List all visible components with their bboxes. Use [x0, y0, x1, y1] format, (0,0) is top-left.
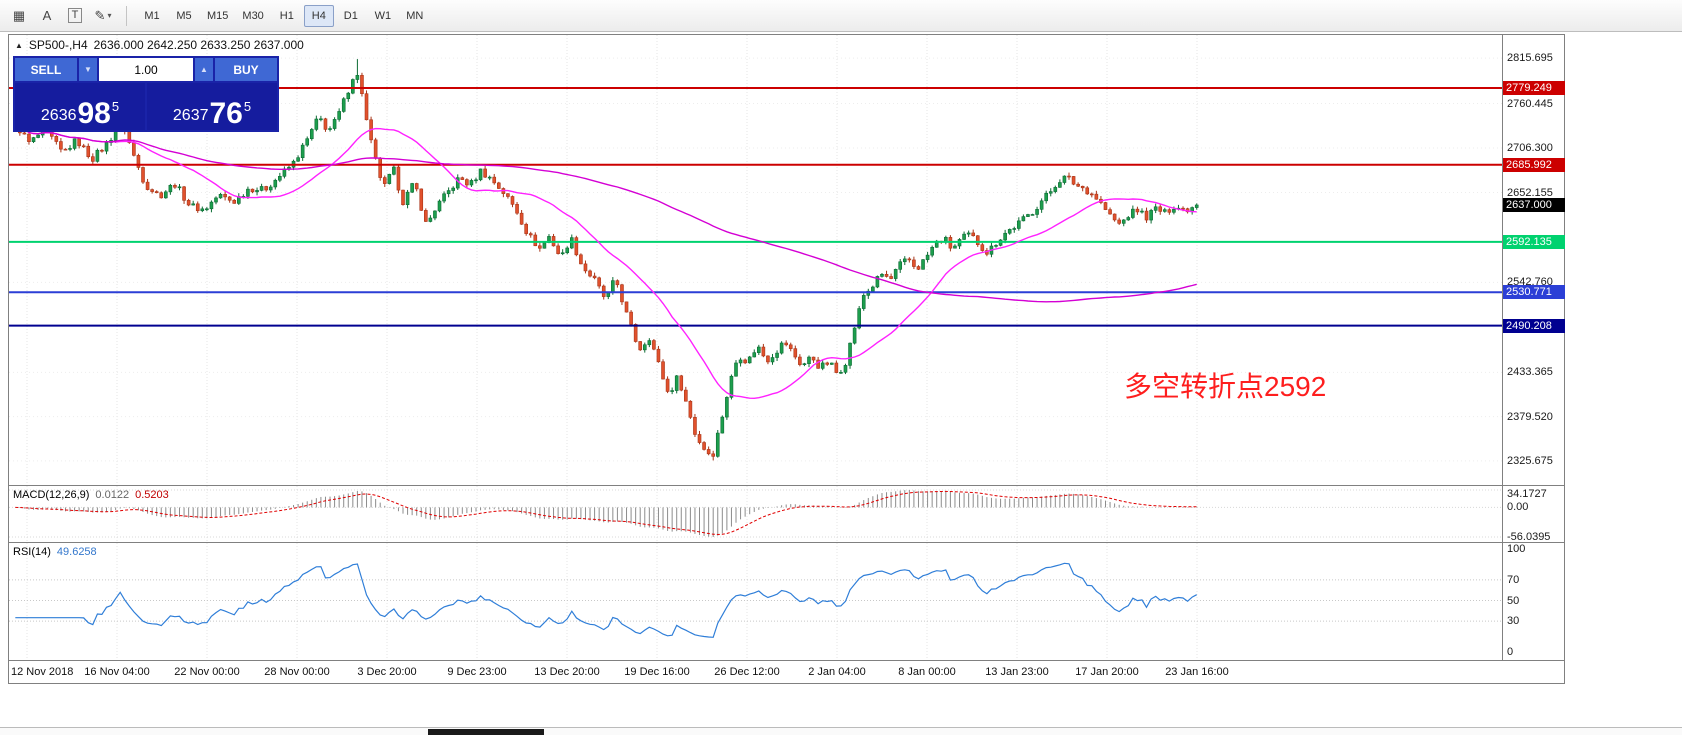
time-label: 9 Dec 23:00 [447, 666, 507, 678]
scrollbar-thumb[interactable] [428, 729, 544, 735]
time-label: 26 Dec 12:00 [714, 666, 780, 678]
sell-price-pips: 98 [77, 97, 111, 130]
price-tick: 2379.520 [1507, 411, 1553, 423]
time-label: 8 Jan 00:00 [898, 666, 956, 678]
one-click-trade-panel: SELL ▼ 1.00 ▲ BUY 2636 98 5 2637 76 5 [13, 56, 279, 132]
rsi-chart[interactable] [9, 543, 1502, 660]
rsi-pane[interactable]: RSI(14) 49.6258 [9, 543, 1502, 660]
time-label: 13 Dec 20:00 [534, 666, 600, 678]
text-label-icon[interactable]: A [42, 8, 52, 23]
rsi-name: RSI(14) [13, 546, 51, 558]
chart-window: ▲ SP500-,H4 2636.000 2642.250 2633.250 2… [8, 34, 1565, 684]
macd-value-signal: 0.5203 [135, 489, 169, 501]
time-label: 19 Dec 16:00 [624, 666, 690, 678]
symbol-period-label: SP500-,H4 [28, 38, 88, 52]
chart-annotation: 多空转折点2592 [1124, 371, 1327, 402]
chart-tools-group: ▦ A T ✎ ▾ [6, 4, 116, 28]
time-label: 17 Jan 20:00 [1075, 666, 1139, 678]
time-label: 16 Nov 04:00 [84, 666, 150, 678]
support-upper-tag: 2530.771 [1503, 285, 1565, 299]
macd-pane[interactable]: MACD(12,26,9) 0.0122 0.5203 [9, 486, 1502, 542]
candlestick-chart[interactable] [9, 35, 1502, 485]
macd-chart[interactable] [9, 486, 1502, 542]
toolbar: ▦ A T ✎ ▾ M1 M5 M15 M30 H1 H4 D1 W1 MN [0, 0, 1682, 32]
time-label: 13 Jan 23:00 [985, 666, 1049, 678]
rsi-axis-50: 50 [1507, 595, 1520, 607]
sell-price-display[interactable]: 2636 98 5 [15, 83, 145, 130]
price-tick: 2433.365 [1507, 366, 1553, 378]
time-axis: 12 Nov 2018 16 Nov 04:00 22 Nov 00:00 28 No… [9, 661, 1564, 683]
price-tick: 2815.695 [1507, 52, 1553, 64]
time-label: 3 Dec 20:00 [357, 666, 417, 678]
price-tick: 2706.300 [1507, 142, 1553, 154]
price-tick: 2652.155 [1507, 187, 1553, 199]
buy-price-pips: 76 [209, 97, 243, 130]
sell-price-prefix: 2636 [40, 107, 77, 124]
timeframe-d1-button[interactable]: D1 [343, 9, 358, 22]
timeframe-m5-button[interactable]: M5 [176, 9, 192, 22]
ohlc-values: 2636.000 2642.250 2633.250 2637.000 [93, 38, 304, 52]
chart-title: ▲ SP500-,H4 2636.000 2642.250 2633.250 2… [15, 38, 304, 52]
price-pane[interactable]: ▲ SP500-,H4 2636.000 2642.250 2633.250 2… [9, 35, 1502, 485]
time-label: 23 Jan 16:00 [1165, 666, 1229, 678]
time-label: 22 Nov 00:00 [174, 666, 240, 678]
rsi-value: 49.6258 [56, 546, 97, 558]
macd-axis-min: -56.0395 [1507, 531, 1551, 543]
price-tick: 2325.675 [1507, 455, 1553, 467]
rsi-axis-70: 70 [1507, 574, 1520, 586]
chevron-down-icon: ▼ [84, 65, 92, 74]
timeframe-m1-button[interactable]: M1 [144, 9, 160, 22]
macd-axis-max: 34.1727 [1507, 488, 1547, 500]
sell-button[interactable]: SELL [15, 58, 77, 81]
macd-name: MACD(12,26,9) [13, 489, 90, 501]
sell-price-point: 5 [111, 99, 120, 114]
rsi-axis-100: 100 [1507, 543, 1526, 555]
time-label: 12 Nov 2018 [11, 666, 74, 678]
timeframe-mn-button[interactable]: MN [406, 9, 424, 22]
lot-increase-button[interactable]: ▲ [195, 58, 213, 81]
pane-separator[interactable] [9, 660, 1564, 661]
lot-size-input[interactable]: 1.00 [99, 58, 193, 81]
current-price-tag: 2637.000 [1503, 198, 1565, 212]
lot-decrease-button[interactable]: ▼ [79, 58, 97, 81]
text-frame-icon[interactable]: T [62, 4, 88, 28]
pivot-green-tag: 2592.135 [1503, 235, 1565, 249]
resistance-lower-tag: 2685.992 [1503, 158, 1565, 172]
macd-axis-zero: 0.00 [1507, 501, 1529, 513]
support-lower-tag: 2490.208 [1503, 319, 1565, 333]
buy-price-display[interactable]: 2637 76 5 [147, 83, 277, 130]
buy-price-point: 5 [243, 99, 252, 114]
horizontal-scrollbar[interactable] [0, 727, 1682, 735]
timeframe-w1-button[interactable]: W1 [374, 9, 392, 22]
macd-value-main: 0.0122 [95, 489, 130, 501]
buy-button[interactable]: BUY [215, 58, 277, 81]
timeframe-m15-button[interactable]: M15 [207, 9, 229, 22]
buy-price-prefix: 2637 [172, 107, 209, 124]
macd-label: MACD(12,26,9) 0.0122 0.5203 [13, 489, 169, 501]
price-axis: 2815.695 2760.445 2706.300 2652.155 2542.760… [1502, 35, 1565, 661]
timeframes-group: M1 M5 M15 M30 H1 H4 D1 W1 MN [137, 4, 430, 27]
rsi-label: RSI(14) 49.6258 [13, 546, 97, 558]
time-label: 2 Jan 04:00 [808, 666, 866, 678]
price-tick: 2760.445 [1507, 98, 1553, 110]
chevron-up-icon: ▲ [200, 65, 208, 74]
timeframe-h4-button[interactable]: H4 [303, 4, 334, 27]
timeframe-m30-button[interactable]: M30 [242, 9, 264, 22]
toolbar-separator [126, 5, 127, 26]
resistance-upper-tag: 2779.249 [1503, 81, 1565, 95]
crosshair-grid-icon[interactable]: ▦ [12, 7, 26, 23]
time-label: 28 Nov 00:00 [264, 666, 330, 678]
rsi-axis-30: 30 [1507, 615, 1520, 627]
pane-separator[interactable] [9, 485, 1564, 486]
draw-tools-icon[interactable]: ✎ ▾ [94, 7, 112, 23]
pane-separator[interactable] [9, 542, 1564, 543]
one-click-panel-toggle-icon[interactable]: ▲ [15, 40, 23, 50]
timeframe-h1-button[interactable]: H1 [279, 9, 294, 22]
rsi-axis-0: 0 [1507, 646, 1514, 658]
